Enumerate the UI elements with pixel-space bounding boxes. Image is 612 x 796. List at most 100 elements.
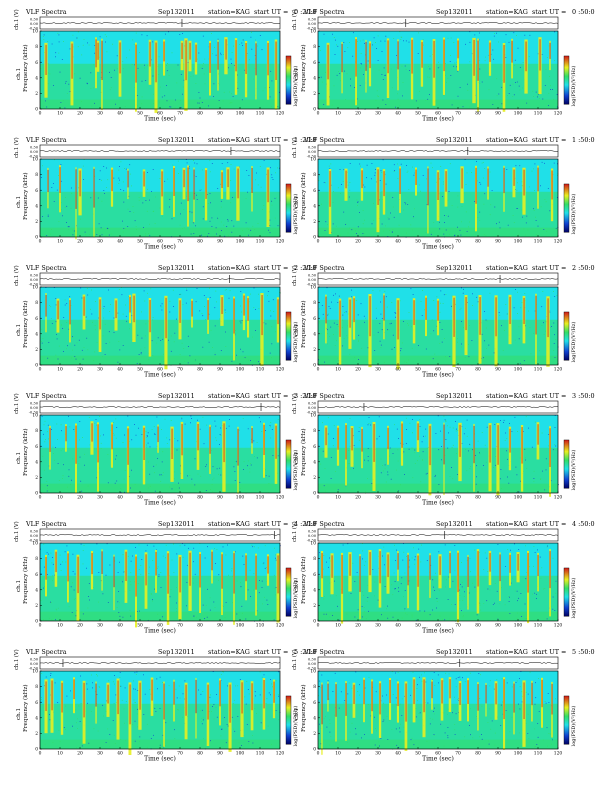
spectrogram-speckle (476, 614, 478, 616)
spectrogram-burst-core (45, 295, 47, 317)
panel-date: Sep132011 (436, 136, 473, 144)
spectrogram-speckle (41, 416, 43, 417)
spectrogram-speckle (329, 744, 331, 746)
spectrogram-speckle (391, 671, 393, 672)
spectrogram-speckle (518, 491, 520, 493)
spectrogram-speckle (129, 590, 131, 591)
spectrogram-speckle (222, 546, 224, 548)
waveform-trace (39, 278, 281, 280)
spectrogram-speckle (337, 45, 339, 47)
spectrogram-speckle (84, 453, 85, 455)
spectrogram-speckle (469, 725, 470, 726)
spectrogram-speckle (488, 344, 490, 346)
spectrogram-speckle (135, 32, 137, 34)
spectrogram-speckle (554, 415, 556, 416)
spectrogram-speckle (81, 349, 83, 351)
spectrogram-speckle (175, 688, 177, 690)
spectrogram-speckle (172, 164, 174, 166)
spectrogram-speckle (460, 234, 462, 236)
spectrogram-speckle (162, 734, 164, 736)
spectrogram-speckle (182, 104, 184, 106)
spectrogram-burst-core (499, 554, 501, 582)
spectrogram-speckle (440, 290, 442, 292)
spectrogram-speckle (161, 306, 163, 308)
panel-start-label: start UT = (532, 264, 566, 272)
spectrogram-burst-core (495, 683, 497, 705)
spectrogram-speckle (460, 307, 462, 309)
spectrogram-speckle (260, 186, 262, 188)
spectrogram-burst-core (457, 552, 459, 593)
spectrogram-speckle (77, 37, 78, 39)
spectrogram-speckle (454, 729, 456, 731)
spectrogram-speckle (496, 32, 497, 34)
spectrogram-speckle (452, 444, 454, 446)
spectrogram-speckle (60, 202, 62, 204)
spectrogram-speckle (264, 87, 266, 89)
spectrogram-speckle (134, 64, 136, 66)
spectrogram-speckle (231, 568, 233, 570)
spectrogram-speckle (136, 363, 138, 364)
spectrogram-speckle (206, 464, 207, 466)
spectrogram-speckle (445, 356, 446, 358)
spectrogram-xtick-label: 80 (197, 751, 203, 756)
spectrogram-ytick-label: 0 (313, 364, 316, 369)
spectrogram-speckle (57, 702, 59, 703)
spectrogram-speckle (135, 547, 136, 548)
spectrogram-speckle (540, 479, 541, 480)
spectrogram-speckle (508, 482, 510, 484)
waveform-ytick-label: -0.30 (307, 26, 317, 30)
spectrogram-xlabel: Time (sec) (422, 372, 454, 379)
spectrogram-speckle (178, 487, 180, 489)
spectrogram-speckle (195, 301, 197, 303)
panel-start-label: start UT = (254, 264, 288, 272)
spectrogram-speckle (399, 731, 401, 733)
spectrogram-speckle (318, 180, 320, 182)
spectrogram-speckle (248, 175, 250, 176)
spectrogram-speckle (191, 418, 192, 419)
spectrogram-speckle (40, 461, 41, 463)
spectrogram-speckle (115, 103, 116, 105)
spectrogram-speckle (142, 202, 144, 204)
spectrogram-speckle (206, 424, 208, 426)
spectrogram-speckle (354, 356, 356, 358)
spectrogram-speckle (254, 55, 256, 56)
spectrogram-speckle (434, 476, 436, 477)
spectrogram-speckle (115, 437, 117, 439)
waveform-ytick-label: 0.00 (308, 278, 317, 282)
spectrogram-speckle (227, 544, 228, 546)
spectrogram-speckle (193, 233, 195, 234)
spectrogram-speckle (372, 290, 374, 291)
spectrogram-speckle (74, 344, 76, 346)
spectrogram-speckle (127, 226, 129, 227)
spectrogram-speckle (119, 615, 121, 617)
spectrogram-speckle (428, 76, 430, 78)
spectrogram-speckle (213, 601, 215, 603)
spectrogram-speckle (388, 329, 390, 331)
spectrogram-burst-core (71, 43, 73, 79)
spectrogram-speckle (421, 674, 422, 676)
spectrogram-xtick-label: 20 (77, 623, 83, 628)
spectrogram-speckle (159, 101, 160, 103)
spectrogram-speckle (364, 459, 365, 461)
spectrogram-speckle (179, 224, 181, 226)
spectrogram-speckle (130, 487, 131, 489)
spectrogram-speckle (436, 181, 437, 183)
spectrogram-speckle (94, 45, 96, 46)
spectrogram-speckle (551, 737, 553, 739)
spectrogram-speckle (103, 166, 105, 167)
spectrogram-speckle (537, 94, 539, 96)
spectrogram-speckle (114, 482, 116, 484)
waveform-ytick-label: 0.00 (30, 22, 39, 26)
spectrogram-speckle (119, 166, 120, 167)
spectrogram-burst-core (525, 41, 527, 72)
spectrogram-speckle (45, 287, 47, 288)
spectrogram-speckle (490, 204, 492, 206)
spectrogram-speckle (330, 163, 332, 165)
spectrogram-burst-core (349, 554, 351, 576)
spectrogram-speckle (356, 233, 357, 234)
spectrogram-speckle (201, 169, 203, 171)
spectrogram-speckle (94, 325, 96, 326)
spectrogram-speckle (82, 165, 84, 167)
spectrogram-speckle (323, 33, 325, 35)
spectrogram-speckle (382, 465, 383, 466)
